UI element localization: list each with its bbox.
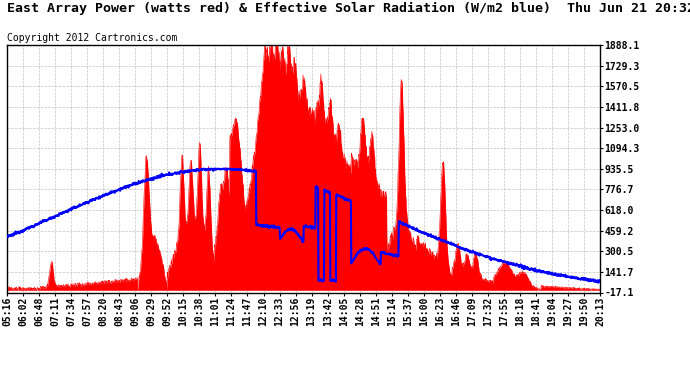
Text: East Array Power (watts red) & Effective Solar Radiation (W/m2 blue)  Thu Jun 21: East Array Power (watts red) & Effective…	[7, 2, 690, 15]
Text: Copyright 2012 Cartronics.com: Copyright 2012 Cartronics.com	[7, 33, 177, 42]
